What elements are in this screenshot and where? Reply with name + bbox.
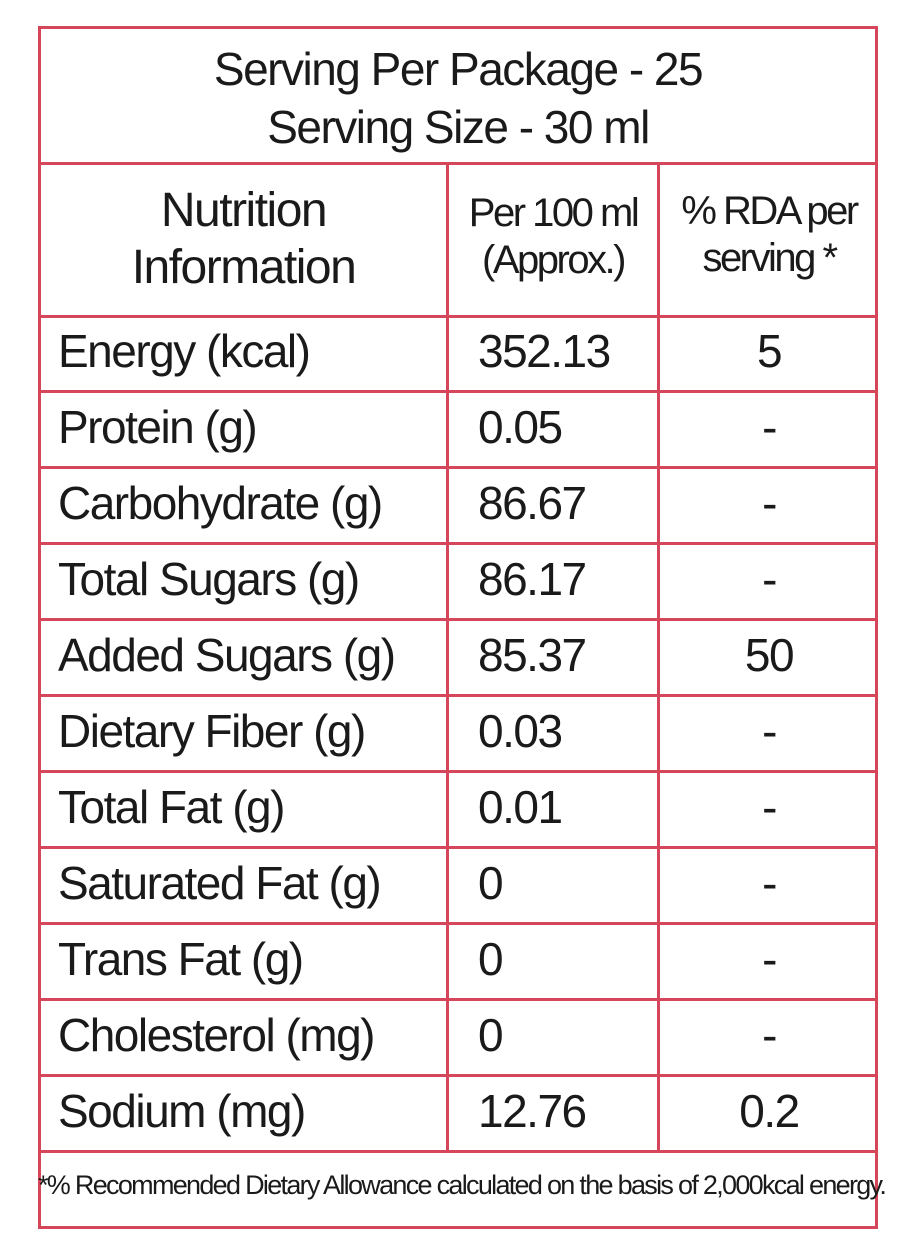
nutrient-name: Dietary Fiber (g) <box>58 708 365 754</box>
nutrient-name: Cholesterol (mg) <box>58 1012 374 1058</box>
nutrient-name: Trans Fat (g) <box>58 936 303 982</box>
divider-row-10 <box>38 1074 878 1077</box>
column-header-rda-line1: % RDA per <box>660 188 878 235</box>
column-header-rda-line2: serving * <box>660 235 878 282</box>
divider-column-header <box>38 315 878 318</box>
column-header-per100-line2: (Approx.) <box>449 237 657 284</box>
nutrient-per100: 0 <box>478 936 502 982</box>
nutrient-rda: - <box>660 404 878 450</box>
nutrient-per100: 86.67 <box>478 480 586 526</box>
column-header-nutrition-line1: Nutrition <box>41 183 446 240</box>
nutrient-rda: 0.2 <box>660 1088 878 1134</box>
nutrient-name: Added Sugars (g) <box>58 632 395 678</box>
nutrient-per100: 0.05 <box>478 404 562 450</box>
column-header-per100-line1: Per 100 ml <box>449 190 657 237</box>
divider-row-6 <box>38 770 878 773</box>
nutrient-name: Sodium (mg) <box>58 1088 305 1134</box>
nutrient-per100: 0 <box>478 860 502 906</box>
divider-row-1 <box>38 390 878 393</box>
divider-footnote <box>38 1150 878 1153</box>
nutrient-per100: 352.13 <box>478 328 610 374</box>
nutrient-rda: - <box>660 936 878 982</box>
nutrient-rda: - <box>660 556 878 602</box>
nutrient-per100: 0 <box>478 1012 502 1058</box>
nutrient-rda: 5 <box>660 328 878 374</box>
divider-row-5 <box>38 694 878 697</box>
serving-size: Serving Size - 30 ml <box>38 104 878 150</box>
divider-row-7 <box>38 846 878 849</box>
divider-row-2 <box>38 466 878 469</box>
rda-footnote: *% Recommended Dietary Allowance calcula… <box>38 1172 878 1199</box>
column-divider-1 <box>446 162 449 1152</box>
nutrient-rda: - <box>660 1012 878 1058</box>
nutrient-per100: 0.01 <box>478 784 562 830</box>
divider-row-8 <box>38 922 878 925</box>
nutrient-name: Energy (kcal) <box>58 328 309 374</box>
nutrient-name: Total Fat (g) <box>58 784 284 830</box>
nutrient-name: Carbohydrate (g) <box>58 480 382 526</box>
column-header-nutrition-information: Nutrition Information <box>41 183 446 296</box>
nutrient-per100: 12.76 <box>478 1088 586 1134</box>
nutrient-per100: 86.17 <box>478 556 586 602</box>
divider-header <box>38 162 878 165</box>
divider-row-9 <box>38 998 878 1001</box>
divider-row-3 <box>38 542 878 545</box>
nutrient-rda: 50 <box>660 632 878 678</box>
column-header-per-100ml: Per 100 ml (Approx.) <box>449 190 657 284</box>
servings-per-package: Serving Per Package - 25 <box>38 46 878 92</box>
column-header-nutrition-line2: Information <box>41 240 446 297</box>
nutrient-rda: - <box>660 784 878 830</box>
column-header-rda: % RDA per serving * <box>660 188 878 282</box>
nutrient-rda: - <box>660 480 878 526</box>
nutrient-name: Protein (g) <box>58 404 256 450</box>
nutrient-per100: 85.37 <box>478 632 586 678</box>
divider-row-4 <box>38 618 878 621</box>
nutrient-name: Saturated Fat (g) <box>58 860 380 906</box>
nutrient-rda: - <box>660 860 878 906</box>
nutrient-name: Total Sugars (g) <box>58 556 359 602</box>
nutrient-per100: 0.03 <box>478 708 562 754</box>
nutrient-rda: - <box>660 708 878 754</box>
